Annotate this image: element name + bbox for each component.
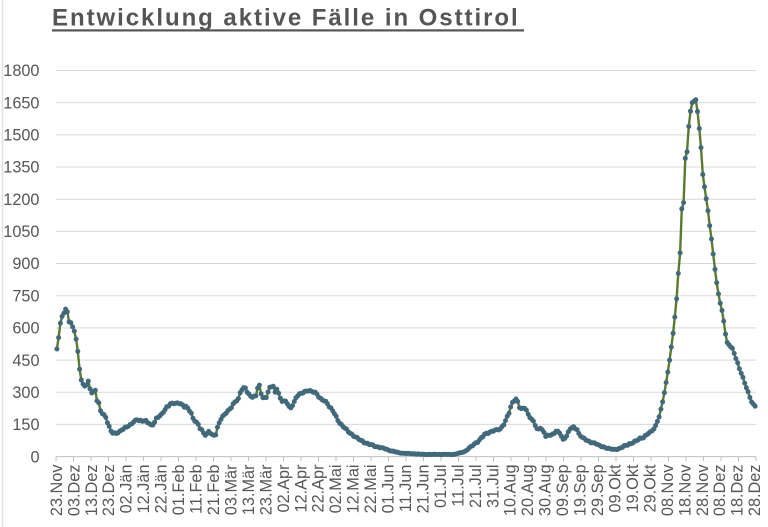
svg-text:1050: 1050 [3,223,39,241]
svg-text:12.Mai: 12.Mai [345,465,363,514]
svg-text:13.Mär: 13.Mär [240,464,258,515]
svg-text:19.Sep: 19.Sep [572,465,590,517]
svg-text:29.Sep: 29.Sep [589,465,607,517]
svg-text:23.Mär: 23.Mär [257,464,275,515]
svg-text:10.Aug: 10.Aug [502,465,520,517]
svg-text:03.Dez: 03.Dez [65,465,83,517]
svg-text:18.Nov: 18.Nov [676,464,694,516]
svg-text:300: 300 [12,384,39,402]
svg-text:1500: 1500 [3,127,39,145]
svg-text:11.Jul: 11.Jul [449,465,467,507]
svg-text:600: 600 [12,320,39,338]
svg-text:22.Apr: 22.Apr [310,464,328,513]
svg-text:02.Mai: 02.Mai [327,465,345,514]
svg-text:22.Mai: 22.Mai [362,465,380,514]
svg-text:1650: 1650 [3,94,39,112]
svg-text:750: 750 [12,287,39,305]
svg-text:31.Jul: 31.Jul [484,465,502,508]
svg-text:Entwicklung aktive Fälle in Os: Entwicklung aktive Fälle in Osttirol [52,5,520,32]
svg-text:19.Okt: 19.Okt [624,464,642,512]
svg-text:09.Okt: 09.Okt [607,464,625,512]
svg-text:21.Jun: 21.Jun [415,465,433,514]
svg-text:1200: 1200 [3,191,39,209]
svg-text:20.Aug: 20.Aug [519,465,537,517]
svg-text:12.Apr: 12.Apr [292,464,310,513]
svg-text:23.Nov: 23.Nov [48,464,66,516]
svg-text:08.Nov: 08.Nov [659,464,677,516]
svg-text:0: 0 [30,448,39,466]
svg-text:28.Nov: 28.Nov [694,464,712,516]
svg-text:21.Jul: 21.Jul [467,465,485,508]
svg-text:01.Jun: 01.Jun [380,465,398,514]
svg-text:28.Dez: 28.Dez [746,465,764,517]
svg-text:01.Feb: 01.Feb [170,465,188,516]
svg-text:13.Dez: 13.Dez [83,465,101,517]
svg-text:01.Jul: 01.Jul [432,465,450,508]
svg-text:30.Aug: 30.Aug [537,465,555,517]
svg-text:22.Jän: 22.Jän [153,465,171,514]
svg-text:450: 450 [12,352,39,370]
svg-text:900: 900 [12,255,39,273]
svg-text:11.Feb: 11.Feb [188,465,206,514]
svg-text:150: 150 [12,416,39,434]
svg-text:02.Apr: 02.Apr [275,464,293,513]
svg-text:11.Jun: 11.Jun [397,465,415,513]
svg-text:23.Dez: 23.Dez [100,465,118,517]
svg-text:12.Jän: 12.Jän [135,465,153,514]
svg-text:1350: 1350 [3,159,39,177]
svg-text:09.Sep: 09.Sep [554,465,572,517]
svg-text:21.Feb: 21.Feb [205,465,223,516]
svg-text:02.Jän: 02.Jän [118,465,136,514]
svg-text:1800: 1800 [3,62,39,80]
svg-text:18.Dez: 18.Dez [729,465,747,517]
svg-text:03.Mär: 03.Mär [222,464,240,515]
svg-text:29.Okt: 29.Okt [641,464,659,512]
svg-text:08.Dez: 08.Dez [711,465,729,517]
